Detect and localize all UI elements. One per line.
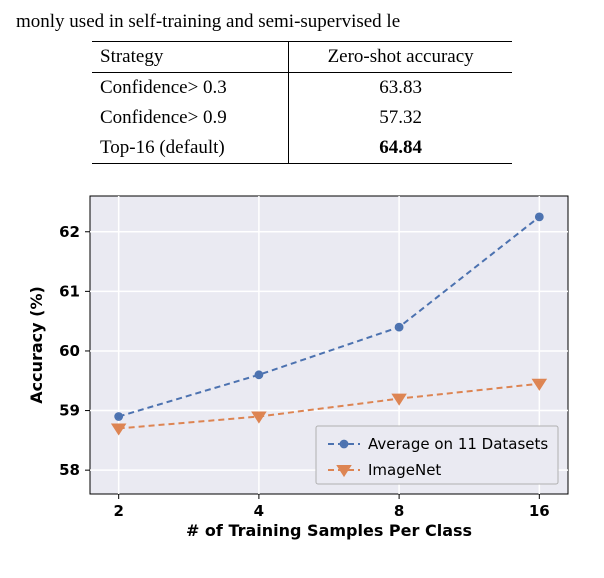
x-tick-label: 16 xyxy=(529,502,550,520)
strategy-table: Strategy Zero-shot accuracy Confidence> … xyxy=(92,41,512,164)
caption-fragment: monly used in self-training and semi-sup… xyxy=(16,10,588,35)
y-axis-label: Accuracy (%) xyxy=(27,286,46,404)
y-tick-label: 60 xyxy=(59,342,80,360)
x-tick-label: 8 xyxy=(394,502,404,520)
legend-label: ImageNet xyxy=(368,461,441,479)
table-cell-value: 63.83 xyxy=(289,72,512,103)
col-header-accuracy: Zero-shot accuracy xyxy=(289,41,512,72)
col-header-strategy: Strategy xyxy=(92,41,289,72)
legend-label: Average on 11 Datasets xyxy=(368,435,548,453)
y-tick-label: 59 xyxy=(59,401,80,419)
y-tick-label: 61 xyxy=(59,282,80,300)
x-tick-label: 4 xyxy=(254,502,264,520)
table-row: Confidence> 0.9 xyxy=(92,103,289,133)
line-chart-svg: 2 4 8 16 58 59 60 61 62 # of Training Samples Per… xyxy=(22,182,582,542)
table-cell-value: 64.84 xyxy=(289,133,512,164)
y-tick-label: 58 xyxy=(59,461,80,479)
x-tick-label: 2 xyxy=(113,502,123,520)
table-row: Confidence> 0.3 xyxy=(92,72,289,103)
table-cell-value: 57.32 xyxy=(289,103,512,133)
y-tick-label: 62 xyxy=(59,222,80,240)
accuracy-chart: 2 4 8 16 58 59 60 61 62 # of Training Samples Per… xyxy=(22,182,582,542)
table-row: Top-16 (default) xyxy=(92,133,289,164)
x-axis-label: # of Training Samples Per Class xyxy=(186,521,472,540)
